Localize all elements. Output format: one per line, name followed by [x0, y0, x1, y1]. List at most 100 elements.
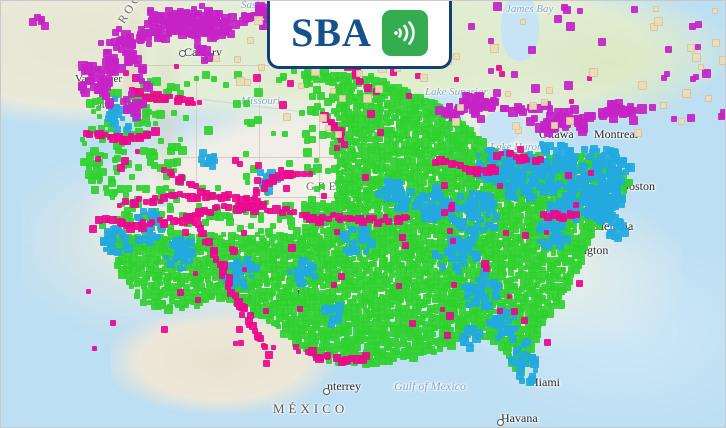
coverage-marker[interactable] — [538, 287, 545, 293]
coverage-marker[interactable] — [139, 213, 148, 222]
coverage-marker[interactable] — [398, 329, 407, 338]
coverage-marker[interactable] — [142, 292, 148, 299]
coverage-marker[interactable] — [351, 140, 358, 147]
coverage-marker[interactable] — [109, 65, 119, 76]
coverage-marker[interactable] — [473, 223, 481, 232]
coverage-marker[interactable] — [186, 238, 196, 248]
coverage-marker[interactable] — [580, 181, 589, 190]
coverage-marker[interactable] — [533, 265, 542, 274]
coverage-marker[interactable] — [469, 261, 476, 268]
coverage-marker[interactable] — [135, 185, 142, 192]
coverage-marker[interactable] — [485, 270, 493, 278]
coverage-marker[interactable] — [357, 121, 363, 127]
coverage-marker[interactable] — [156, 293, 163, 300]
coverage-marker[interactable] — [199, 230, 206, 237]
coverage-marker[interactable] — [387, 173, 395, 181]
coverage-marker[interactable] — [415, 319, 422, 326]
coverage-marker[interactable] — [405, 298, 413, 306]
coverage-marker[interactable] — [338, 175, 345, 182]
coverage-marker[interactable] — [379, 235, 386, 242]
coverage-marker[interactable] — [270, 319, 277, 326]
coverage-marker[interactable] — [480, 243, 488, 252]
coverage-marker[interactable] — [447, 211, 453, 217]
coverage-marker[interactable] — [301, 228, 310, 237]
coverage-marker[interactable] — [460, 124, 469, 134]
coverage-marker[interactable] — [561, 143, 568, 150]
coverage-marker[interactable] — [346, 167, 354, 175]
coverage-marker[interactable] — [442, 324, 451, 333]
coverage-marker[interactable] — [409, 308, 416, 315]
coverage-marker[interactable] — [512, 212, 519, 219]
coverage-marker[interactable] — [320, 227, 327, 234]
coverage-marker[interactable] — [501, 265, 506, 271]
coverage-marker[interactable] — [368, 152, 376, 160]
coverage-marker[interactable] — [350, 148, 356, 154]
coverage-marker[interactable] — [448, 190, 455, 197]
coverage-marker[interactable] — [559, 214, 568, 223]
coverage-marker[interactable] — [394, 313, 402, 321]
coverage-marker[interactable] — [367, 281, 375, 289]
coverage-marker[interactable] — [200, 57, 208, 64]
coverage-marker[interactable] — [441, 286, 448, 293]
coverage-marker[interactable] — [549, 204, 554, 210]
coverage-marker[interactable] — [282, 324, 291, 333]
coverage-marker[interactable] — [325, 131, 332, 138]
coverage-marker[interactable] — [134, 119, 143, 128]
coverage-marker[interactable] — [288, 244, 296, 253]
coverage-marker[interactable] — [149, 250, 157, 257]
coverage-marker[interactable] — [412, 314, 419, 321]
coverage-marker[interactable] — [500, 185, 507, 192]
coverage-marker[interactable] — [167, 288, 175, 296]
coverage-marker[interactable] — [528, 222, 537, 232]
coverage-marker[interactable] — [329, 330, 338, 338]
coverage-marker[interactable] — [136, 243, 143, 250]
coverage-marker[interactable] — [512, 121, 520, 130]
coverage-marker[interactable] — [480, 185, 486, 192]
coverage-marker[interactable] — [421, 194, 430, 203]
coverage-marker[interactable] — [286, 79, 294, 87]
coverage-marker[interactable] — [196, 187, 205, 196]
coverage-marker[interactable] — [134, 292, 141, 299]
coverage-marker[interactable] — [398, 98, 407, 107]
coverage-marker[interactable] — [203, 126, 213, 136]
coverage-marker[interactable] — [551, 293, 559, 301]
coverage-marker[interactable] — [196, 286, 202, 292]
coverage-marker[interactable] — [367, 146, 376, 155]
coverage-marker[interactable] — [455, 335, 462, 342]
coverage-marker[interactable] — [270, 244, 278, 252]
coverage-marker[interactable] — [329, 147, 338, 156]
coverage-marker[interactable] — [389, 261, 396, 267]
coverage-marker[interactable] — [465, 293, 475, 302]
coverage-marker[interactable] — [329, 77, 338, 86]
coverage-marker[interactable] — [221, 292, 230, 301]
coverage-marker[interactable] — [394, 223, 401, 230]
coverage-marker[interactable] — [253, 15, 263, 25]
coverage-marker[interactable] — [501, 207, 510, 216]
coverage-marker[interactable] — [389, 266, 396, 272]
coverage-marker[interactable] — [158, 238, 166, 246]
coverage-marker[interactable] — [550, 121, 558, 129]
coverage-marker[interactable] — [128, 255, 138, 265]
coverage-marker[interactable] — [579, 230, 585, 235]
coverage-marker[interactable] — [184, 233, 191, 240]
coverage-marker[interactable] — [118, 254, 128, 263]
coverage-marker[interactable] — [329, 305, 337, 313]
coverage-marker[interactable] — [491, 303, 497, 309]
coverage-marker[interactable] — [373, 154, 381, 162]
coverage-marker[interactable] — [519, 293, 528, 302]
coverage-marker[interactable] — [259, 260, 268, 269]
coverage-marker[interactable] — [252, 271, 262, 281]
coverage-marker[interactable] — [443, 126, 451, 133]
coverage-marker[interactable] — [307, 318, 313, 324]
coverage-marker[interactable] — [340, 281, 349, 290]
coverage-marker[interactable] — [350, 97, 357, 104]
coverage-marker[interactable] — [263, 271, 269, 277]
coverage-marker[interactable] — [447, 243, 454, 249]
coverage-marker[interactable] — [504, 90, 511, 97]
coverage-marker[interactable] — [277, 218, 283, 224]
coverage-marker[interactable] — [384, 142, 390, 148]
coverage-marker[interactable] — [167, 20, 175, 28]
coverage-marker[interactable] — [102, 57, 111, 66]
coverage-marker[interactable] — [151, 286, 160, 295]
coverage-marker[interactable] — [379, 293, 384, 299]
